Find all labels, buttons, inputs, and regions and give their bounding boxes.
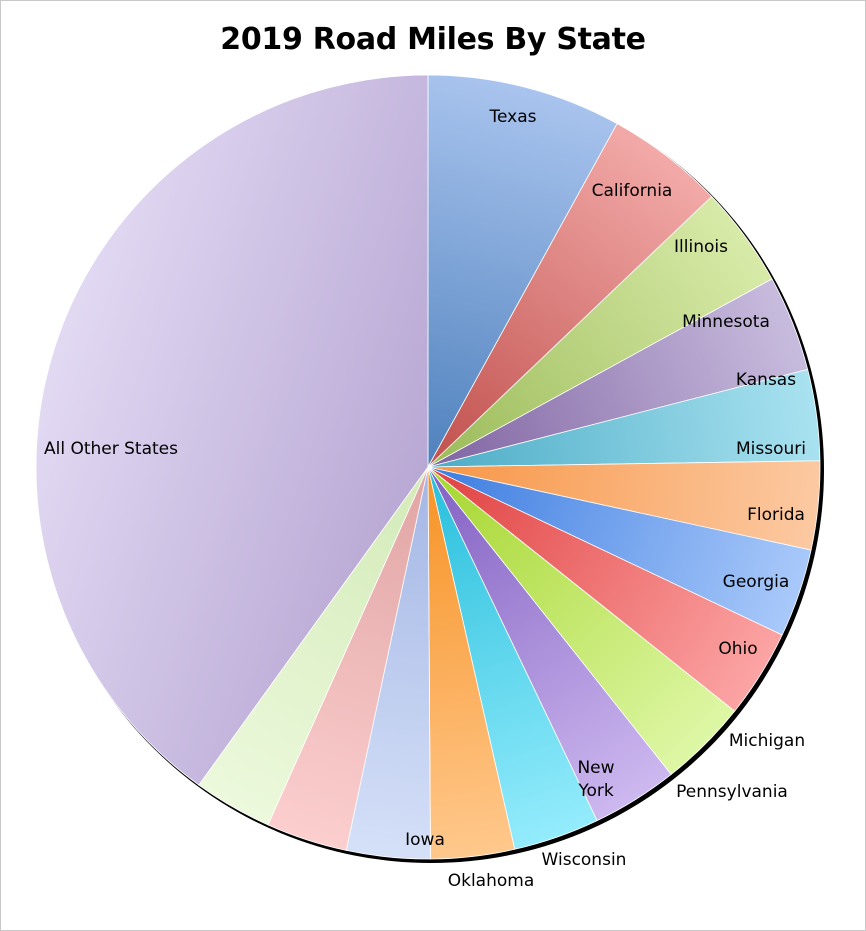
data-label-kansas: Kansas: [736, 370, 796, 390]
slices-layer: [35, 74, 821, 860]
data-label-ohio: Ohio: [718, 639, 757, 659]
data-label-florida: Florida: [747, 505, 805, 525]
data-label-pennsylvania: Pennsylvania: [676, 782, 788, 802]
data-label-texas: Texas: [489, 107, 537, 127]
data-label-missouri: Missouri: [736, 439, 806, 459]
data-label-california: California: [592, 181, 673, 201]
data-label-minnesota: Minnesota: [682, 312, 770, 332]
data-label-iowa: Iowa: [405, 830, 445, 850]
data-label-wisconsin: Wisconsin: [542, 850, 627, 870]
data-label-georgia: Georgia: [723, 572, 790, 592]
data-label-oklahoma: Oklahoma: [448, 871, 535, 891]
data-label-illinois: Illinois: [674, 237, 728, 257]
pie-slice-texas: [427, 74, 618, 468]
pie-slice-all-other-states: [35, 74, 429, 786]
data-label-michigan: Michigan: [729, 731, 805, 751]
data-label-all-other-states: All Other States: [44, 439, 178, 459]
data-label-new-york: New York: [577, 758, 614, 801]
labels-layer: Texas California Illinois Minnesota Kansas Mi…: [44, 107, 806, 891]
chart-title: 2019 Road Miles By State: [220, 22, 646, 57]
